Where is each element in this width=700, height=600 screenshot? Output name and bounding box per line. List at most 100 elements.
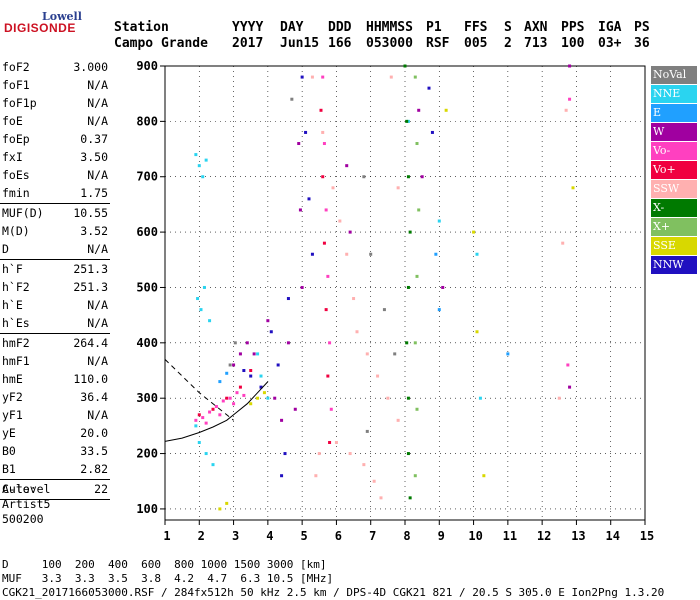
data-point-nne (259, 374, 263, 378)
param-value: 3.52 (80, 224, 108, 238)
data-point-w (280, 418, 284, 422)
footer-line1: D 100 200 400 600 800 1000 1500 3000 [km… (2, 558, 327, 571)
y-tick-label: 300 (136, 391, 158, 405)
param-row: yF2 36.4 (0, 388, 110, 406)
param-name: D (2, 242, 9, 256)
data-point-nne (406, 119, 410, 123)
param-row: foEp 0.37 (0, 130, 110, 148)
header-value-2: Jun15 (280, 36, 320, 51)
param-name: MUF(D) (2, 206, 44, 220)
param-name: foF1 (2, 78, 30, 92)
header-label-2: DAY (280, 20, 304, 35)
data-point-ssw (561, 241, 565, 245)
polarization-legend: NoVal NNE E W Vo- Vo+ SSW X- X+ SSE NNW (651, 66, 697, 275)
data-point-ssw (355, 330, 359, 334)
data-point-sse (225, 501, 229, 505)
data-point-w (300, 285, 304, 289)
legend-item-noval: NoVal (651, 66, 697, 84)
param-row: MUF(D) 10.55 (0, 204, 110, 222)
data-point-nnw (276, 363, 280, 367)
x-tick-label: 15 (640, 529, 654, 543)
data-point-vo- (326, 274, 330, 278)
data-point-x- (415, 274, 419, 278)
x-tick-label: 13 (571, 529, 585, 543)
data-point-e (434, 252, 438, 256)
header-label-8: AXN (524, 20, 548, 35)
x-tick-label: 5 (301, 529, 308, 543)
data-point-w (417, 108, 421, 112)
param-value: N/A (87, 408, 108, 422)
legend-item-x-: X- (651, 199, 697, 217)
auto-line3: 500200 (2, 512, 44, 526)
param-name: foEp (2, 132, 30, 146)
param-value: N/A (87, 168, 108, 182)
data-point-noval (228, 363, 232, 367)
data-point-noval (393, 352, 397, 356)
data-point-ssw (317, 452, 321, 456)
data-point-nne (197, 164, 201, 168)
header-label-9: PPS (561, 20, 585, 35)
data-point-noval (369, 252, 373, 256)
data-point-noval (233, 341, 237, 345)
data-point-ssw (352, 297, 356, 301)
param-name: h`Es (2, 316, 30, 330)
data-point-nnw (249, 374, 253, 378)
param-row: h`E N/A (0, 296, 110, 314)
legend-item-vo-: Vo+ (651, 161, 697, 179)
data-point-vo- (214, 405, 218, 408)
data-point-nne (199, 308, 203, 312)
data-point-x- (403, 64, 407, 68)
param-name: foEs (2, 168, 30, 182)
header-value-3: 166 (328, 36, 352, 51)
data-point-x- (406, 396, 410, 400)
data-point-x- (406, 452, 410, 456)
x-tick-label: 6 (335, 529, 342, 543)
data-point-w (441, 285, 445, 289)
data-point-ssw (379, 496, 383, 500)
param-value: 1.75 (80, 186, 108, 200)
data-point-nne (437, 219, 441, 223)
data-point-sse (571, 186, 575, 190)
data-point-ssw (362, 463, 366, 467)
param-separator (0, 203, 110, 204)
data-point-x- (406, 175, 410, 179)
data-point-nne (208, 319, 212, 323)
data-point-vo- (249, 369, 253, 373)
param-value: N/A (87, 242, 108, 256)
data-point-nne (204, 452, 208, 456)
header-labels-row: Station YYYY DAY DDD HHMMSS P1 FFS S AXN PPS IGA PS (114, 20, 674, 36)
data-point-vo- (322, 241, 326, 245)
param-value: 33.5 (80, 444, 108, 458)
param-name: C-level (2, 482, 51, 496)
legend-item-nne: NNE (651, 85, 697, 103)
data-point-x- (417, 208, 421, 212)
param-row: foEs N/A (0, 166, 110, 184)
legend-item-vo-: Vo- (651, 142, 697, 160)
data-point-e (437, 308, 441, 312)
footer-line2: MUF 3.3 3.3 3.5 3.8 4.2 4.7 6.3 10.5 [MH… (2, 572, 334, 585)
data-point-ssw (345, 252, 349, 256)
param-name: foF1p (2, 96, 37, 110)
data-point-sse (472, 230, 476, 234)
data-point-ssw (396, 186, 400, 190)
param-value: N/A (87, 96, 108, 110)
footer-line3: CGK21_2017166053000.RSF / 284fx512h 50 k… (2, 586, 665, 599)
data-point-ssw (396, 418, 400, 422)
data-point-vo- (197, 413, 201, 417)
data-point-nnw (310, 252, 314, 256)
legend-item-ssw: SSW (651, 180, 697, 198)
param-row: foE N/A (0, 112, 110, 130)
param-row: h`F 251.3 (0, 260, 110, 278)
header-value-4: 053000 (366, 36, 413, 51)
data-point-w (345, 164, 349, 168)
param-value: 20.0 (80, 426, 108, 440)
param-row: B1 2.82 (0, 460, 110, 478)
param-row: hmE 110.0 (0, 370, 110, 388)
param-name: h`F2 (2, 280, 30, 294)
data-point-vo- (238, 385, 242, 389)
data-point-w (293, 407, 297, 411)
y-tick-label: 200 (136, 447, 158, 461)
param-name: M(D) (2, 224, 30, 238)
param-value: 3.50 (80, 150, 108, 164)
x-tick-label: 14 (605, 529, 619, 543)
